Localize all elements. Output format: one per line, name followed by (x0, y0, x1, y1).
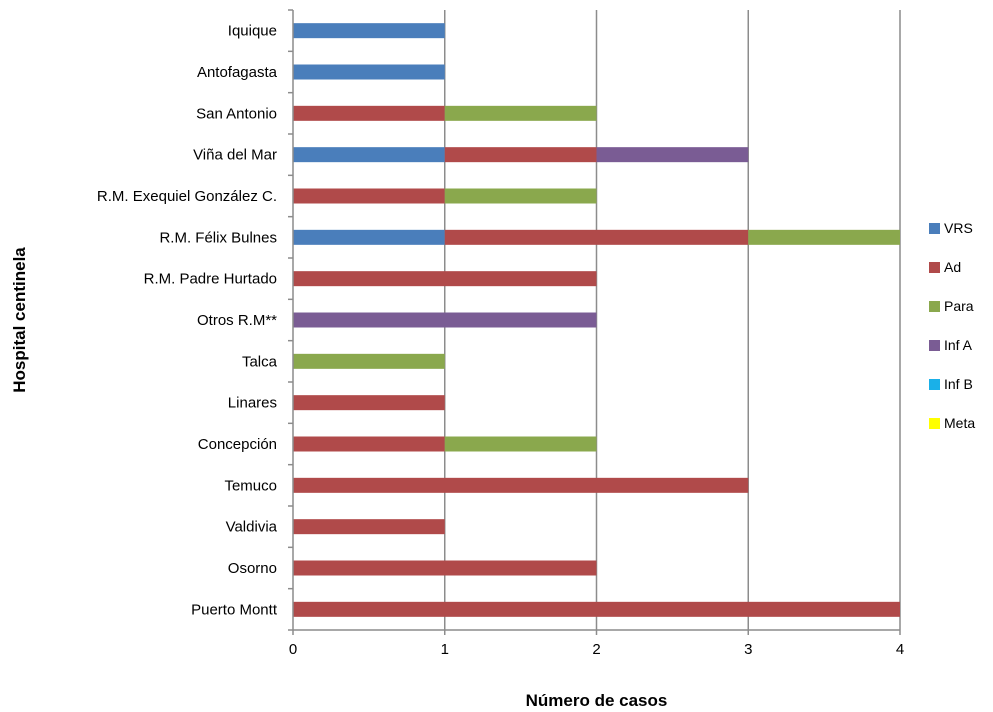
bar-para-8 (293, 353, 445, 369)
x-tick-labels: 0 1 2 3 4 (289, 641, 904, 658)
bar-inf-a-7 (293, 312, 597, 328)
category-label: Puerto Montt (191, 601, 278, 618)
bar-inf-a-3 (596, 147, 749, 163)
category-label: San Antonio (196, 105, 277, 122)
bar-para-4 (444, 188, 597, 204)
legend-swatch (929, 301, 940, 312)
x-tick-label: 1 (441, 641, 449, 658)
bar-ad-14 (293, 601, 900, 617)
category-label: Temuco (224, 477, 277, 494)
category-labels: Iquique Antofagasta San Antonio Viña del Ma… (97, 23, 278, 619)
category-label: Otros R.M** (197, 312, 277, 329)
bar-ad-3 (444, 147, 597, 163)
category-label: Concepción (198, 436, 277, 453)
category-label: Iquique (228, 23, 277, 40)
bar-ad-9 (293, 395, 445, 411)
legend-label: Para (944, 298, 974, 314)
bar-ad-10 (293, 436, 445, 452)
category-label: Talca (242, 353, 278, 370)
category-label: Linares (228, 395, 277, 412)
bars (293, 23, 900, 617)
legend-swatch (929, 262, 940, 273)
legend-label: Inf A (944, 337, 973, 353)
x-tick-label: 2 (592, 641, 600, 658)
bar-ad-6 (293, 271, 597, 287)
category-label: Viña del Mar (193, 147, 277, 164)
category-label: R.M. Félix Bulnes (159, 229, 277, 246)
bar-ad-2 (293, 105, 445, 121)
bar-para-5 (748, 229, 900, 245)
legend-swatch (929, 340, 940, 351)
bar-vrs-1 (293, 64, 445, 80)
legend-label: Ad (944, 259, 961, 275)
bar-ad-13 (293, 560, 597, 576)
legend-swatch (929, 379, 940, 390)
bar-para-10 (444, 436, 597, 452)
legend-label: Meta (944, 415, 975, 431)
axes (288, 9, 901, 635)
category-label: Valdivia (226, 519, 278, 536)
bar-ad-12 (293, 519, 445, 535)
x-tick-label: 3 (744, 641, 752, 658)
bar-ad-4 (293, 188, 445, 204)
x-tick-label: 0 (289, 641, 297, 658)
bar-vrs-0 (293, 23, 445, 39)
bar-para-2 (444, 105, 597, 121)
legend-swatch (929, 418, 940, 429)
bar-vrs-5 (293, 229, 445, 245)
bar-vrs-3 (293, 147, 445, 163)
x-tick-label: 4 (896, 641, 904, 658)
y-axis-title: Hospital centinela (10, 247, 29, 393)
category-label: R.M. Padre Hurtado (144, 271, 277, 288)
legend-swatch (929, 223, 940, 234)
category-label: Antofagasta (197, 64, 278, 81)
legend-label: VRS (944, 220, 973, 236)
legend: VRS Ad Para Inf A Inf B Meta (929, 220, 975, 431)
x-axis-title: Número de casos (526, 691, 668, 710)
category-label: R.M. Exequiel González C. (97, 188, 277, 205)
category-label: Osorno (228, 560, 277, 577)
bar-ad-11 (293, 477, 749, 493)
bar-ad-5 (444, 229, 749, 245)
legend-label: Inf B (944, 376, 973, 392)
